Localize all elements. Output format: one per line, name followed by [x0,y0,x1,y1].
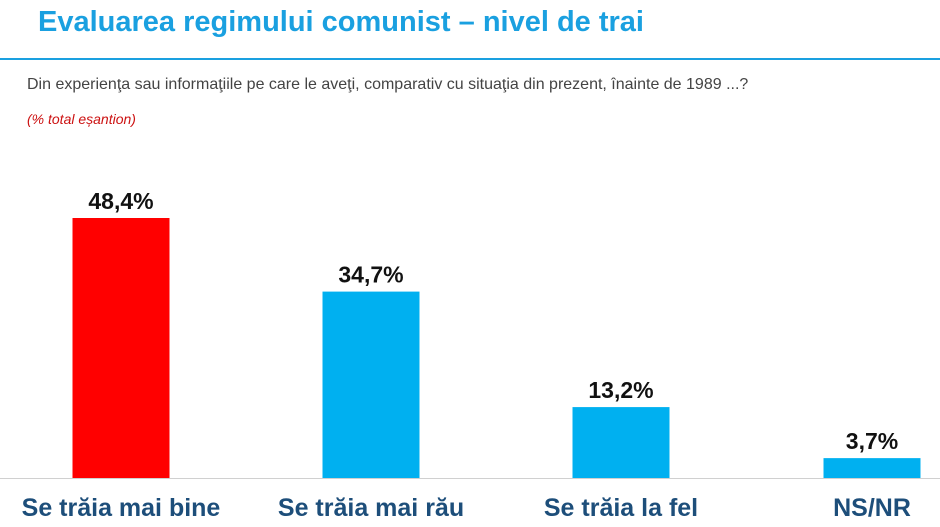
value-label-3: 13,2% [588,377,653,403]
value-label-4: 3,7% [846,428,898,454]
category-label-3: Se trăia la fel [544,494,698,522]
value-label-1: 48,4% [88,188,153,214]
bar-1 [72,218,170,478]
sample-note: (% total eșantion) [27,111,136,127]
bar-3 [572,407,670,478]
page-title: Evaluarea regimului comunist – nivel de … [38,6,644,38]
title-divider [0,58,940,60]
bar-2 [322,291,420,478]
bar-4 [823,458,921,478]
category-label-1: Se trăia mai bine [22,494,221,522]
category-label-4: NS/NR [833,494,911,522]
category-label-2: Se trăia mai rău [278,494,464,522]
value-label-2: 34,7% [338,262,403,288]
survey-question: Din experienţa sau informaţiile pe care … [27,76,749,93]
